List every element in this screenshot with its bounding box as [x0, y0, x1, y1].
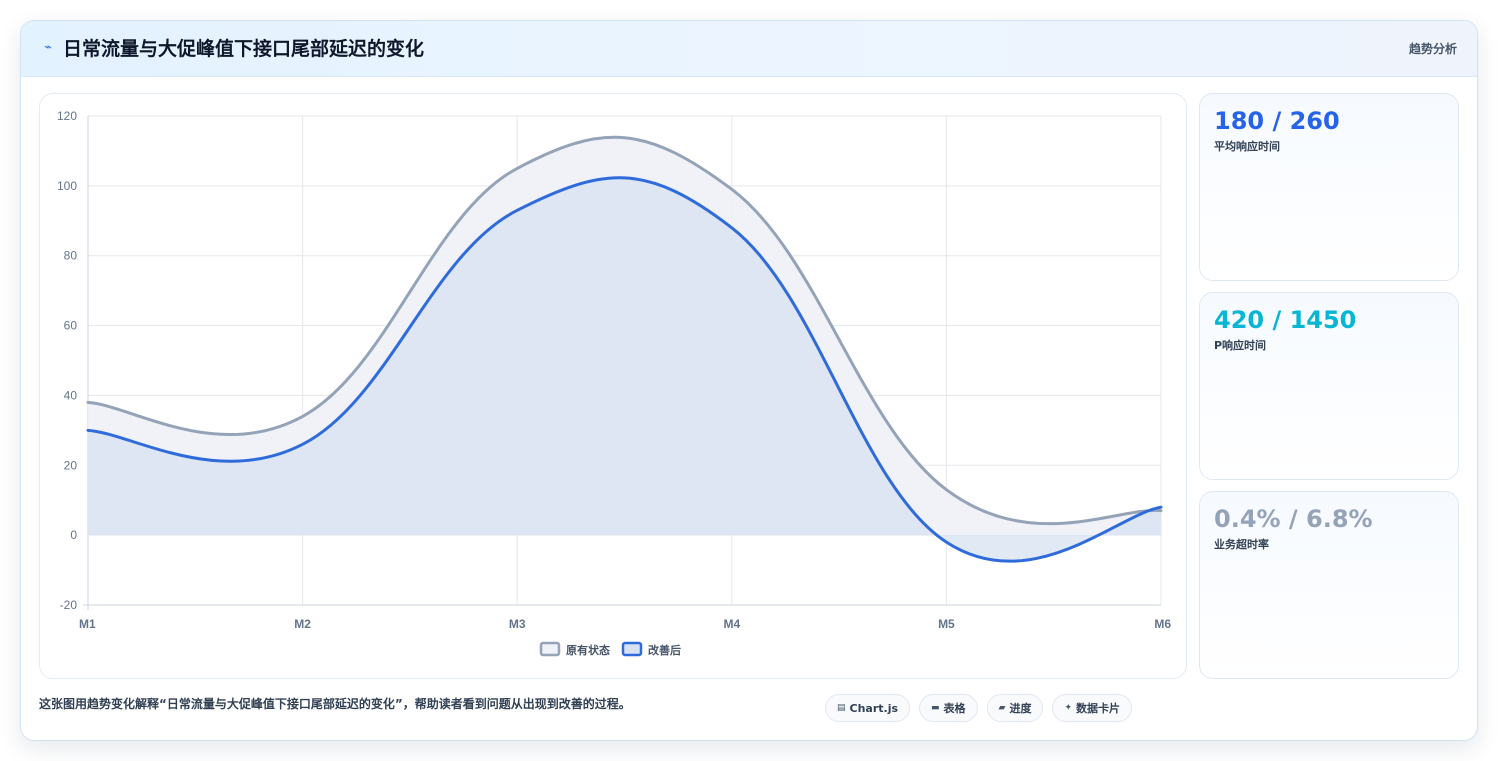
y-tick-label: 0	[70, 528, 77, 542]
y-tick-label: 60	[64, 319, 78, 333]
series-line-2	[86, 176, 1163, 563]
page-title: 日常流量与大促峰值下接口尾部延迟的变化	[63, 38, 425, 60]
chip-label: Chart.js	[849, 701, 899, 715]
series-area-2	[88, 177, 1161, 562]
line-chart: -20 0 20 40 60 80 100 120 M1 M2 M3 M4 M5 M6 原有状态 改善后	[57, 109, 1171, 657]
y-tick-label: 120	[57, 109, 77, 123]
stat-label: P响应时间	[1214, 339, 1267, 352]
pulse-icon: ⌁	[44, 40, 52, 55]
header-tag: 趋势分析	[1408, 42, 1457, 56]
chip-table[interactable]: ▬ 表格	[919, 694, 978, 722]
chart-description: 这张图用趋势变化解释“日常流量与大促峰值下接口尾部延迟的变化”，帮助读者看到问题…	[39, 697, 631, 711]
series-line-1	[86, 135, 1163, 526]
y-tick-label: 80	[64, 249, 78, 263]
stat-card-p-response: 420 / 1450 P响应时间	[1199, 292, 1459, 480]
legend-swatch	[539, 641, 561, 657]
x-tick-label: M4	[723, 617, 740, 631]
chip-label: 进度	[1009, 702, 1032, 715]
x-tick-label: M1	[79, 617, 96, 631]
x-tick-label: M6	[1154, 617, 1171, 631]
chip-data-card[interactable]: ✦ 数据卡片	[1052, 694, 1133, 722]
chip-label: 表格	[943, 702, 966, 715]
stat-value: 420 / 1450	[1214, 306, 1357, 334]
y-tick-label: -20	[60, 598, 78, 612]
chart-icon: ▤	[837, 703, 846, 713]
progress-icon: ▰	[998, 703, 1006, 713]
chip-label: 数据卡片	[1076, 702, 1121, 715]
chip-chartjs[interactable]: ▤ Chart.js	[825, 694, 911, 722]
card-header: ⌁ 日常流量与大促峰值下接口尾部延迟的变化 趋势分析	[21, 21, 1477, 77]
x-tick-label: M2	[294, 617, 311, 631]
legend-swatch	[621, 641, 643, 657]
y-tick-label: 100	[57, 179, 77, 193]
chart-panel: -20 0 20 40 60 80 100 120 M1 M2 M3 M4 M5 M6 原有状态 改善后	[39, 93, 1187, 679]
y-tick-label: 20	[64, 458, 78, 472]
trend-card: ⌁ 日常流量与大促峰值下接口尾部延迟的变化 趋势分析 -20 0 20 40 60 80 1…	[20, 20, 1478, 741]
stat-card-timeout-rate: 0.4% / 6.8% 业务超时率	[1199, 491, 1459, 679]
chip-progress[interactable]: ▰ 进度	[986, 694, 1044, 722]
stat-value: 0.4% / 6.8%	[1214, 505, 1373, 533]
table-icon: ▬	[931, 703, 940, 713]
stat-value: 180 / 260	[1214, 107, 1340, 135]
y-tick-label: 40	[64, 388, 78, 402]
x-tick-label: M5	[938, 617, 955, 631]
x-tick-label: M3	[509, 617, 526, 631]
card-icon: ✦	[1064, 703, 1073, 713]
stat-label: 业务超时率	[1214, 538, 1269, 551]
stat-card-avg-response: 180 / 260 平均响应时间	[1199, 93, 1459, 281]
stat-label: 平均响应时间	[1214, 140, 1280, 153]
legend-label: 原有状态	[566, 643, 610, 657]
tech-chips: ▤ Chart.js ▬ 表格 ▰ 进度 ✦ 数据卡片	[825, 694, 1133, 722]
legend-label: 改善后	[648, 643, 681, 657]
